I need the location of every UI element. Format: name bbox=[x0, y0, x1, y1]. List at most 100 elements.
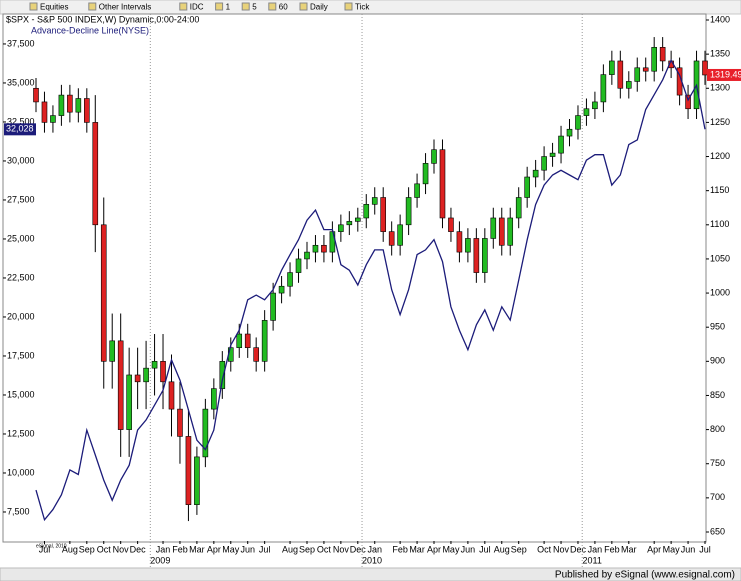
candle-body bbox=[609, 60, 615, 75]
x-tick-label: Jun bbox=[240, 544, 255, 554]
last-value-box bbox=[4, 123, 36, 136]
candle-body bbox=[109, 340, 116, 362]
toolbar-item[interactable]: Equities bbox=[40, 3, 68, 12]
x-tick-label: Aug bbox=[494, 544, 510, 554]
candle-body bbox=[363, 204, 370, 219]
year-label: 2011 bbox=[583, 555, 602, 565]
y-tick-label: 35,000 bbox=[7, 77, 35, 87]
candle-body bbox=[439, 149, 446, 219]
x-tick-label: Dec bbox=[570, 544, 587, 554]
candle-body bbox=[92, 122, 99, 226]
footer-bar bbox=[0, 567, 741, 581]
candle-body bbox=[75, 98, 82, 113]
candle-body bbox=[702, 60, 708, 76]
x-tick-label: Sep bbox=[299, 544, 315, 554]
candle-body bbox=[354, 217, 361, 222]
candle-body bbox=[625, 81, 632, 89]
x-tick-label: May bbox=[442, 544, 460, 554]
candle-body bbox=[278, 285, 285, 294]
x-tick-label: Mar bbox=[409, 544, 425, 554]
candle-body bbox=[338, 224, 344, 232]
candle-body bbox=[143, 367, 149, 383]
candle-body bbox=[177, 408, 183, 437]
candle-body bbox=[295, 258, 302, 273]
candle-body bbox=[566, 128, 573, 137]
last-value-label: 32,028 bbox=[6, 124, 34, 134]
x-tick-label: Dec bbox=[130, 544, 147, 554]
y-tick-label: 12,500 bbox=[7, 428, 35, 438]
toolbar-item[interactable]: Other Intervals bbox=[99, 3, 151, 12]
y2-tick-label: 1150 bbox=[710, 185, 729, 195]
x-tick-label: Oct bbox=[317, 544, 332, 554]
x-tick-label: Mar bbox=[189, 544, 205, 554]
candle-body bbox=[659, 47, 666, 62]
x-tick-label: Dec bbox=[350, 544, 367, 554]
toolbar-icon bbox=[29, 2, 38, 11]
x-tick-label: Mar bbox=[621, 544, 637, 554]
candle-body bbox=[685, 94, 691, 110]
x-tick-label: Sep bbox=[511, 544, 527, 554]
x-tick-label: Aug bbox=[62, 544, 78, 554]
y-tick-label: 15,000 bbox=[7, 389, 35, 399]
candle-body bbox=[202, 408, 209, 458]
x-tick-label: Jun bbox=[681, 544, 696, 554]
candle-body bbox=[261, 320, 268, 362]
candle-body bbox=[431, 149, 437, 164]
candle-body bbox=[422, 163, 429, 185]
candle-body bbox=[600, 74, 607, 103]
candle-body bbox=[456, 231, 463, 253]
y2-tick-label: 1100 bbox=[710, 219, 729, 229]
x-tick-label: Nov bbox=[333, 544, 350, 554]
y-tick-label: 32,500 bbox=[7, 116, 35, 126]
y2-tick-label: 850 bbox=[710, 390, 725, 400]
x-tick-label: Nov bbox=[553, 544, 570, 554]
toolbar-item[interactable]: IDC bbox=[190, 3, 204, 12]
toolbar-item[interactable]: Tick bbox=[355, 3, 370, 12]
y2-tick-label: 800 bbox=[710, 424, 725, 434]
toolbar-icon bbox=[179, 2, 188, 11]
candle-body bbox=[84, 98, 90, 123]
candle-body bbox=[185, 436, 192, 505]
candle-body bbox=[67, 94, 73, 113]
candle-body bbox=[236, 333, 243, 348]
chart-title: $SPX - S&P 500 INDEX,W) Dynamic,0:00-24:… bbox=[6, 14, 199, 24]
y2-tick-label: 700 bbox=[710, 492, 725, 502]
candle-body bbox=[507, 217, 514, 246]
candle-body bbox=[482, 238, 488, 273]
y2-tick-label: 750 bbox=[710, 458, 725, 468]
toolbar-icon bbox=[268, 2, 277, 11]
candle-body bbox=[405, 197, 412, 226]
candle-body bbox=[371, 197, 378, 205]
y2-tick-label: 1250 bbox=[710, 117, 730, 127]
y2-tick-label: 900 bbox=[710, 356, 725, 366]
candle-body bbox=[100, 224, 107, 362]
candle-body bbox=[134, 374, 141, 383]
x-tick-label: Jul bbox=[39, 544, 51, 554]
candle-body bbox=[465, 238, 471, 253]
x-tick-label: Aug bbox=[282, 544, 298, 554]
y2-tick-label: 1400 bbox=[710, 14, 730, 24]
candle-body bbox=[414, 183, 420, 198]
toolbar-item[interactable]: 5 bbox=[252, 3, 257, 12]
toolbar-item[interactable]: 60 bbox=[279, 3, 288, 12]
candle-body bbox=[244, 333, 251, 348]
candle-body bbox=[651, 47, 657, 72]
y2-tick-label: 1200 bbox=[710, 151, 730, 161]
toolbar-item[interactable]: Daily bbox=[310, 3, 328, 12]
candle-body bbox=[575, 115, 581, 130]
y2-tick-label: 1050 bbox=[710, 253, 730, 263]
candle-body bbox=[498, 217, 505, 246]
candle-body bbox=[211, 388, 217, 410]
x-tick-label: Jan bbox=[156, 544, 171, 554]
candle-body bbox=[304, 251, 310, 260]
year-label: 2009 bbox=[150, 555, 170, 565]
toolbar-icon bbox=[88, 2, 97, 11]
x-tick-label: Apr bbox=[427, 544, 441, 554]
candle-body bbox=[33, 87, 39, 103]
candle-body bbox=[558, 135, 564, 154]
candle-body bbox=[194, 456, 200, 505]
footer: Published by eSignal (www.esignal.com) bbox=[555, 570, 735, 581]
toolbar-item[interactable]: 1 bbox=[226, 3, 231, 12]
candle-body bbox=[151, 361, 158, 369]
